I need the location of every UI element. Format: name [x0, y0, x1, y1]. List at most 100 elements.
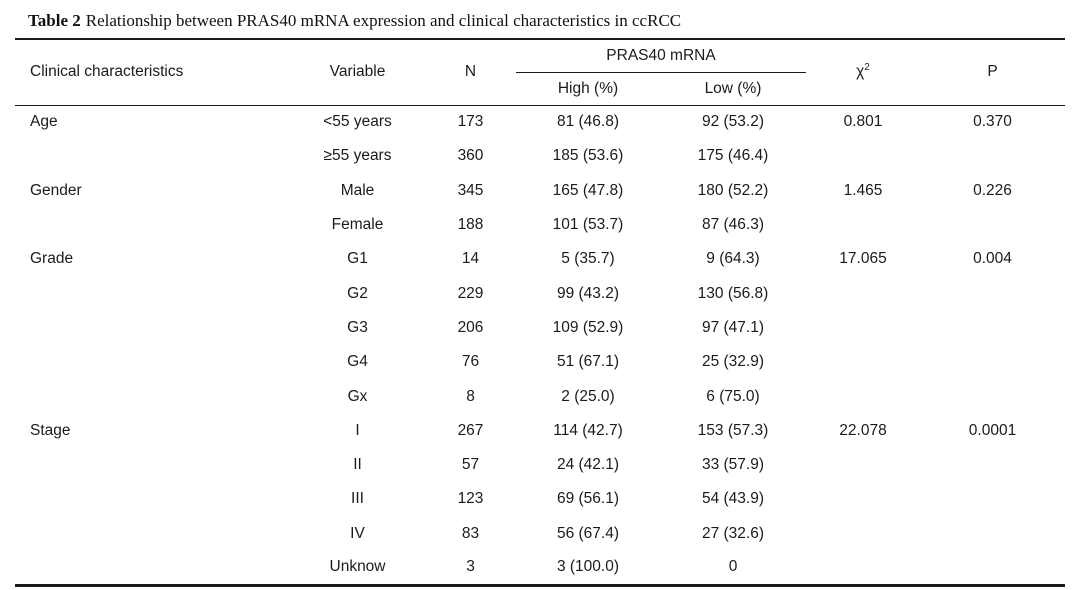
- cell-variable: <55 years: [323, 113, 392, 131]
- cell-high: 99 (43.2): [556, 284, 620, 302]
- cell-n: 3: [466, 558, 475, 576]
- cell-chi2: [806, 517, 920, 551]
- cell-p: [920, 448, 1065, 482]
- cell-variable: IV: [350, 524, 365, 542]
- cell-variable: G3: [347, 318, 368, 336]
- table-caption-label: Table 2: [28, 11, 81, 30]
- cell-low: 6 (75.0): [706, 387, 760, 405]
- cell-low: 33 (57.9): [701, 456, 765, 474]
- cell-low: 97 (47.1): [701, 318, 765, 336]
- col-header-clinical-characteristics: Clinical characteristics: [30, 63, 184, 81]
- cell-low: 0: [728, 558, 738, 576]
- cell-n: 57: [461, 456, 480, 474]
- table-row: III 123 69 (56.1) 54 (43.9): [15, 482, 1065, 516]
- cell-high: 165 (47.8): [552, 181, 624, 199]
- table-row: ≥55 years 360 185 (53.6) 175 (46.4): [15, 139, 1065, 173]
- table-row: G4 76 51 (67.1) 25 (32.9): [15, 345, 1065, 379]
- cell-variable: G4: [347, 353, 368, 371]
- col-header-variable: Variable: [329, 63, 386, 81]
- cell-low: 27 (32.6): [701, 524, 765, 542]
- table-row: G2 229 99 (43.2) 130 (56.8): [15, 276, 1065, 310]
- table-body: Age <55 years 173 81 (46.8) 92 (53.2) 0.801 0.…: [15, 105, 1065, 585]
- cell-p: [920, 517, 1065, 551]
- cell-p: [920, 482, 1065, 516]
- table-row: Gx 8 2 (25.0) 6 (75.0): [15, 379, 1065, 413]
- table-row: Female 188 101 (53.7) 87 (46.3): [15, 208, 1065, 242]
- cell-n: 360: [457, 147, 484, 165]
- table-row: IV 83 56 (67.4) 27 (32.6): [15, 517, 1065, 551]
- cell-high: 114 (42.7): [553, 421, 623, 439]
- cell-chi2: [806, 311, 920, 345]
- cell-p: 0.370: [973, 113, 1012, 131]
- cell-characteristic: [15, 482, 290, 516]
- cell-chi2: 22.078: [839, 421, 887, 439]
- cell-p: [920, 139, 1065, 173]
- cell-n: 8: [466, 387, 475, 405]
- cell-high: 3 (100.0): [556, 558, 620, 576]
- cell-low: 87 (46.3): [701, 216, 765, 234]
- cell-characteristic: [15, 448, 290, 482]
- cell-variable: III: [351, 490, 364, 508]
- table-row: Grade G1 14 5 (35.7) 9 (64.3) 17.065 0.004: [15, 242, 1065, 276]
- cell-characteristic: [15, 311, 290, 345]
- cell-high: 69 (56.1): [556, 490, 620, 508]
- cell-characteristic: Gender: [30, 181, 82, 199]
- cell-chi2: 17.065: [839, 250, 887, 268]
- cell-low: 180 (52.2): [697, 181, 769, 199]
- chi-symbol: χ: [856, 63, 865, 81]
- col-header-high-percent: High (%): [557, 79, 619, 97]
- cell-p: [920, 208, 1065, 242]
- cell-chi2: [806, 551, 920, 585]
- cell-high: 24 (42.1): [556, 456, 620, 474]
- col-header-p-value: P: [987, 63, 998, 81]
- col-header-chi-squared: χ2: [806, 39, 920, 105]
- cell-high: 81 (46.8): [556, 113, 620, 131]
- cell-variable: Gx: [347, 387, 368, 405]
- cell-variable: G2: [347, 284, 368, 302]
- cell-n: 83: [461, 524, 480, 542]
- chi-superscript: 2: [864, 62, 870, 74]
- table-caption: Table 2 Relationship between PRAS40 mRNA …: [0, 0, 1080, 38]
- table-header: Clinical characteristics Variable N PRAS…: [15, 39, 1065, 105]
- table-row: Unknow 3 3 (100.0) 0: [15, 551, 1065, 585]
- cell-variable: Male: [340, 181, 375, 199]
- cell-characteristic: [15, 276, 290, 310]
- cell-low: 9 (64.3): [706, 250, 760, 268]
- cell-n: 14: [461, 250, 480, 268]
- cell-chi2: [806, 448, 920, 482]
- col-header-n: N: [464, 63, 477, 81]
- cell-low: 153 (57.3): [697, 421, 769, 439]
- cell-chi2: [806, 379, 920, 413]
- cell-characteristic: [15, 208, 290, 242]
- table-row: G3 206 109 (52.9) 97 (47.1): [15, 311, 1065, 345]
- cell-n: 229: [457, 284, 484, 302]
- cell-high: 5 (35.7): [561, 250, 615, 268]
- table-row: II 57 24 (42.1) 33 (57.9): [15, 448, 1065, 482]
- cell-variable: Unknow: [329, 558, 386, 576]
- cell-chi2: 0.801: [843, 113, 883, 131]
- cell-variable: G1: [347, 250, 368, 268]
- col-header-low-percent: Low (%): [704, 79, 762, 97]
- cell-n: 188: [457, 216, 484, 234]
- cell-high: 51 (67.1): [556, 353, 620, 371]
- cell-characteristic: [15, 551, 290, 585]
- cell-high: 185 (53.6): [552, 147, 624, 165]
- cell-characteristic: [15, 379, 290, 413]
- cell-n: 123: [457, 490, 484, 508]
- cell-high: 109 (52.9): [552, 318, 624, 336]
- cell-low: 25 (32.9): [701, 353, 765, 371]
- cell-chi2: [806, 208, 920, 242]
- cell-n: 76: [461, 353, 480, 371]
- table-row: Stage I 267 114 (42.7) 153 (57.3) 22.078 0.000…: [15, 414, 1065, 448]
- cell-characteristic: Grade: [30, 250, 74, 268]
- table-row: Gender Male 345 165 (47.8) 180 (52.2) 1.465 0.…: [15, 174, 1065, 208]
- cell-n: 173: [457, 113, 484, 131]
- cell-p: [920, 379, 1065, 413]
- cell-low: 54 (43.9): [701, 490, 765, 508]
- cell-low: 175 (46.4): [697, 147, 769, 165]
- cell-characteristic: [15, 139, 290, 173]
- cell-p: 0.004: [973, 250, 1012, 268]
- cell-chi2: 1.465: [843, 181, 883, 199]
- cell-characteristic: Stage: [30, 421, 71, 439]
